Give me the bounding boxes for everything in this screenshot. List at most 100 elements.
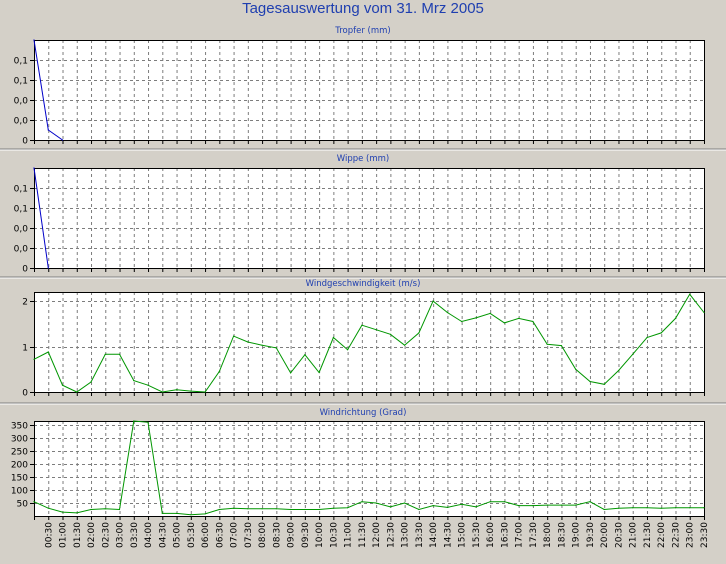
data-point — [190, 514, 192, 516]
x-tick-label: 12:00 — [372, 522, 382, 548]
data-point — [646, 507, 648, 509]
data-point — [104, 353, 106, 355]
data-point — [176, 512, 178, 515]
x-tick-label: 20:00 — [600, 522, 610, 548]
y-tick-label: 0 — [22, 389, 28, 399]
data-point — [660, 332, 662, 334]
x-tick-label: 14:30 — [443, 522, 453, 548]
x-tick-label: 22:30 — [671, 522, 681, 548]
data-point — [532, 320, 534, 323]
y-tick-label: 50 — [17, 500, 29, 510]
x-tick-label: 23:30 — [700, 522, 710, 548]
data-point — [47, 351, 49, 353]
data-point — [275, 347, 277, 349]
x-tick-label: 23:00 — [686, 522, 696, 548]
y-tick-label: 1 — [22, 344, 28, 354]
y-tick-label: 2 — [22, 298, 28, 308]
x-tick-label: 03:00 — [116, 522, 126, 548]
data-point — [176, 389, 178, 391]
x-tick-label: 10:00 — [315, 522, 325, 548]
y-tick-label: 0,0 — [14, 117, 29, 127]
data-point — [90, 508, 92, 511]
y-tick-label: 0,0 — [14, 245, 29, 255]
data-point — [61, 139, 64, 141]
data-point — [603, 383, 605, 385]
data-point — [518, 505, 520, 507]
data-point — [47, 507, 49, 509]
x-tick-label: 02:00 — [87, 522, 97, 548]
x-tick-label: 06:30 — [215, 522, 225, 548]
data-point — [275, 508, 277, 510]
data-point — [461, 503, 463, 505]
x-tick-label: 04:00 — [144, 522, 154, 548]
y-tick-label: 150 — [11, 474, 28, 484]
x-tick-label: 22:00 — [657, 522, 667, 548]
data-point — [304, 354, 306, 356]
data-point — [61, 511, 64, 513]
data-point — [33, 167, 35, 169]
series-line-2-0 — [33, 293, 705, 393]
panel-title-0: Tropfer (mm) — [334, 26, 390, 36]
series-line-3-0 — [33, 420, 704, 516]
data-point — [674, 317, 677, 319]
data-point — [290, 372, 292, 374]
y-tick-label: 0,1 — [14, 185, 28, 195]
data-point — [290, 508, 292, 511]
data-point — [261, 344, 263, 346]
data-point — [489, 312, 491, 314]
data-point — [389, 333, 391, 335]
data-point — [118, 353, 121, 355]
plot-area-3 — [34, 421, 704, 516]
x-tick-label: 15:30 — [472, 522, 482, 548]
data-point — [617, 507, 620, 509]
plot-area-1 — [34, 168, 704, 268]
data-point — [247, 341, 249, 343]
x-tick-label: 20:30 — [614, 522, 624, 548]
data-point — [404, 502, 406, 504]
data-point — [332, 336, 334, 339]
data-point — [147, 384, 149, 386]
data-point — [375, 329, 377, 331]
data-point — [461, 320, 463, 323]
y-tick-label: 0 — [22, 265, 28, 275]
y-tick-label: 0 — [22, 137, 28, 147]
data-point — [475, 317, 477, 319]
data-point — [632, 507, 634, 509]
plot-frame-2 — [34, 292, 705, 393]
x-tick-label: 08:30 — [272, 522, 282, 548]
x-tick-label: 06:00 — [201, 522, 211, 548]
data-point — [689, 293, 691, 295]
data-point — [617, 370, 620, 372]
x-tick-label: 16:00 — [486, 522, 496, 548]
data-point — [218, 508, 220, 511]
data-point — [546, 343, 548, 345]
data-point — [560, 504, 563, 506]
data-point — [233, 335, 235, 337]
data-point — [646, 336, 648, 339]
y-tick-label: 350 — [11, 422, 28, 432]
data-point — [404, 344, 406, 346]
data-point — [361, 501, 363, 503]
data-point — [47, 267, 49, 269]
data-point — [575, 368, 577, 370]
data-point — [475, 506, 477, 508]
y-tick-label: 0,1 — [14, 77, 28, 87]
data-point — [418, 332, 420, 334]
x-tick-label: 10:30 — [329, 522, 339, 548]
x-tick-label: 14:00 — [429, 522, 439, 548]
x-tick-label: 02:30 — [101, 522, 111, 548]
y-tick-label: 200 — [11, 461, 28, 471]
data-point — [33, 358, 35, 360]
series-line-1-0 — [33, 167, 49, 269]
x-tick-label: 07:30 — [244, 522, 254, 548]
x-tick-label: 12:30 — [386, 522, 396, 548]
data-point — [118, 508, 121, 511]
x-tick-label: 09:30 — [301, 522, 311, 548]
data-point — [532, 505, 534, 507]
data-point — [190, 390, 192, 392]
data-point — [375, 502, 377, 504]
x-tick-label: 11:00 — [344, 522, 354, 548]
data-point — [261, 508, 263, 510]
data-point — [76, 391, 78, 393]
